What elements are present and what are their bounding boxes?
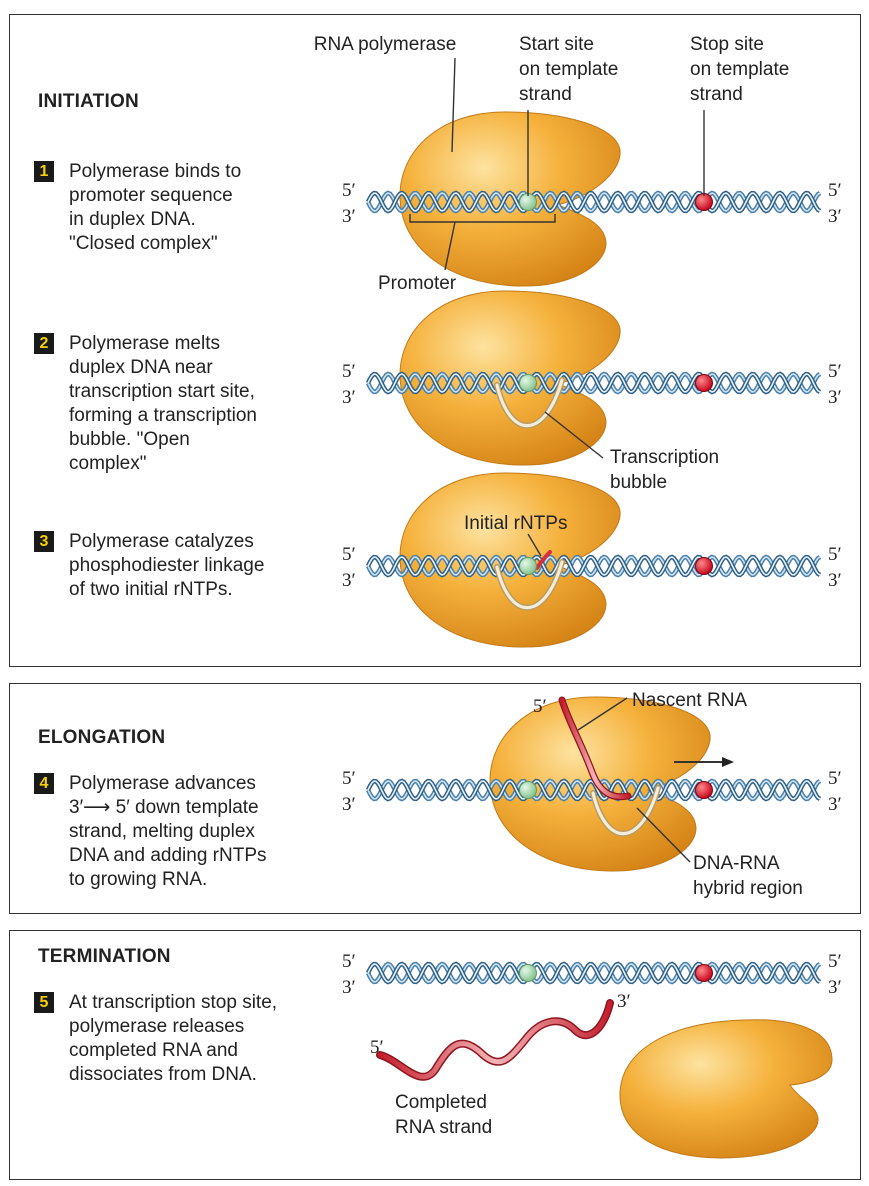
dna-helix-1 <box>365 190 822 214</box>
step-5-number: 5 <box>34 992 54 1013</box>
strand-end-left-bottom-5: 3′ <box>342 977 356 998</box>
bubble-4-fill <box>591 786 660 836</box>
diagram-labels: RNA polymerase Start site on template stra… <box>314 34 803 1138</box>
dna-strand-highlight <box>367 963 821 983</box>
dna-strand-highlight <box>367 963 821 983</box>
promoter-bracket <box>409 214 556 223</box>
strand-end-left-bottom-4: 3′ <box>342 794 356 815</box>
start-site-marker-1 <box>519 193 537 211</box>
polymerase-shapes <box>399 111 833 1159</box>
strand-end-left-bottom-1: 3′ <box>342 206 356 227</box>
completed-rna-strand <box>376 999 614 1081</box>
strand-end-right-bottom-5: 3′ <box>828 977 842 998</box>
step-1-text: Polymerase binds to promoter sequence in… <box>69 161 242 254</box>
leader-polymerase <box>451 57 456 153</box>
stop-site-marker-3 <box>695 557 713 575</box>
heading-initiation: INITIATION <box>38 91 139 112</box>
leader-lines <box>409 57 724 863</box>
strand-end-left-top-4: 5′ <box>342 768 356 789</box>
strand-end-right-top-4: 5′ <box>828 768 842 789</box>
transcription-bubbles <box>494 377 661 837</box>
stop-site-marker-4 <box>695 781 713 799</box>
strand-end-left-top-1: 5′ <box>342 180 356 201</box>
strand-end-right-top-2: 5′ <box>828 361 842 382</box>
start-site-marker-3 <box>519 557 537 575</box>
dna-strand-highlight <box>367 373 821 393</box>
strand-end-left-top-5: 5′ <box>342 951 356 972</box>
label-start-site: Start site on template strand <box>519 34 618 105</box>
strand-end-labels: 5′ 3′ 5′ 3′ 5′ 3′ 5′ 3′ 5′ 3′ 5′ 3′ 5′ 3′ 5′ 3′ 5′ 3′ 5′ 3′ <box>342 180 842 998</box>
strand-end-left-bottom-3: 3′ <box>342 570 356 591</box>
label-completed-rna-5-end: 5′ <box>370 1037 384 1058</box>
dna-strand-highlight <box>367 556 821 576</box>
label-promoter: Promoter <box>378 273 457 294</box>
leader-bubble <box>544 411 604 459</box>
label-completed-rna: Completed RNA strand <box>395 1092 492 1138</box>
dna-strand-highlight <box>367 192 821 212</box>
label-hybrid-region: DNA-RNA hybrid region <box>693 853 803 899</box>
leader-nascent-rna <box>577 697 628 731</box>
strand-end-right-bottom-1: 3′ <box>828 206 842 227</box>
strand-end-right-top-5: 5′ <box>828 951 842 972</box>
label-nascent-rna-5-end: 5′ <box>533 696 547 717</box>
label-transcription-bubble: Transcription bubble <box>610 447 719 493</box>
stop-site-marker-5 <box>695 964 713 982</box>
label-stop-site: Stop site on template strand <box>690 34 789 105</box>
strand-end-right-top-1: 5′ <box>828 180 842 201</box>
stop-site-marker-2 <box>695 374 713 392</box>
bubble-3-fill <box>495 560 564 610</box>
strand-end-left-top-2: 5′ <box>342 361 356 382</box>
dna-helix-3 <box>365 554 822 578</box>
strand-end-left-bottom-2: 3′ <box>342 387 356 408</box>
strand-end-left-top-3: 5′ <box>342 544 356 565</box>
label-nascent-rna: Nascent RNA <box>632 690 747 711</box>
dna-strand-highlight <box>367 373 821 393</box>
step-2-number: 2 <box>34 333 54 354</box>
label-completed-rna-3-end: 3′ <box>617 991 631 1012</box>
advance-arrow-head <box>722 757 734 767</box>
leader-initial-rntps <box>527 533 542 557</box>
leader-promoter <box>444 221 456 271</box>
dna-strand-highlight <box>367 556 821 576</box>
strand-end-right-bottom-2: 3′ <box>828 387 842 408</box>
step-3-text: Polymerase catalyzes phosphodiester link… <box>69 531 265 600</box>
site-markers <box>519 193 713 982</box>
start-site-marker-4 <box>519 781 537 799</box>
strand-end-right-bottom-3: 3′ <box>828 570 842 591</box>
step-5-text: At transcription stop site, polymerase r… <box>69 992 278 1085</box>
stop-site-marker-1 <box>695 193 713 211</box>
dna-helix-2 <box>365 371 822 395</box>
strand-end-right-top-3: 5′ <box>828 544 842 565</box>
rna-polymerase-released <box>619 1019 833 1159</box>
start-site-marker-5 <box>519 964 537 982</box>
label-rna-polymerase: RNA polymerase <box>314 34 457 55</box>
heading-termination: TERMINATION <box>38 946 171 967</box>
label-initial-rntps: Initial rNTPs <box>464 513 567 534</box>
step-2-text: Polymerase melts duplex DNA near transcr… <box>69 333 257 474</box>
step-4-number: 4 <box>34 773 54 794</box>
leader-hybrid-region <box>636 807 691 863</box>
nascent-rna <box>535 550 632 801</box>
step-1-number: 1 <box>34 161 54 182</box>
start-site-marker-2 <box>519 374 537 392</box>
dna-strand-highlight <box>367 192 821 212</box>
bubble-2-fill <box>495 378 564 428</box>
step-3-number: 3 <box>34 531 54 552</box>
step-4-text: Polymerase advances 3′⟶ 5′ down template… <box>69 773 267 890</box>
heading-elongation: ELONGATION <box>38 727 166 748</box>
strand-end-right-bottom-4: 3′ <box>828 794 842 815</box>
elongation-panel <box>9 683 861 914</box>
dna-helix-5 <box>365 961 822 985</box>
